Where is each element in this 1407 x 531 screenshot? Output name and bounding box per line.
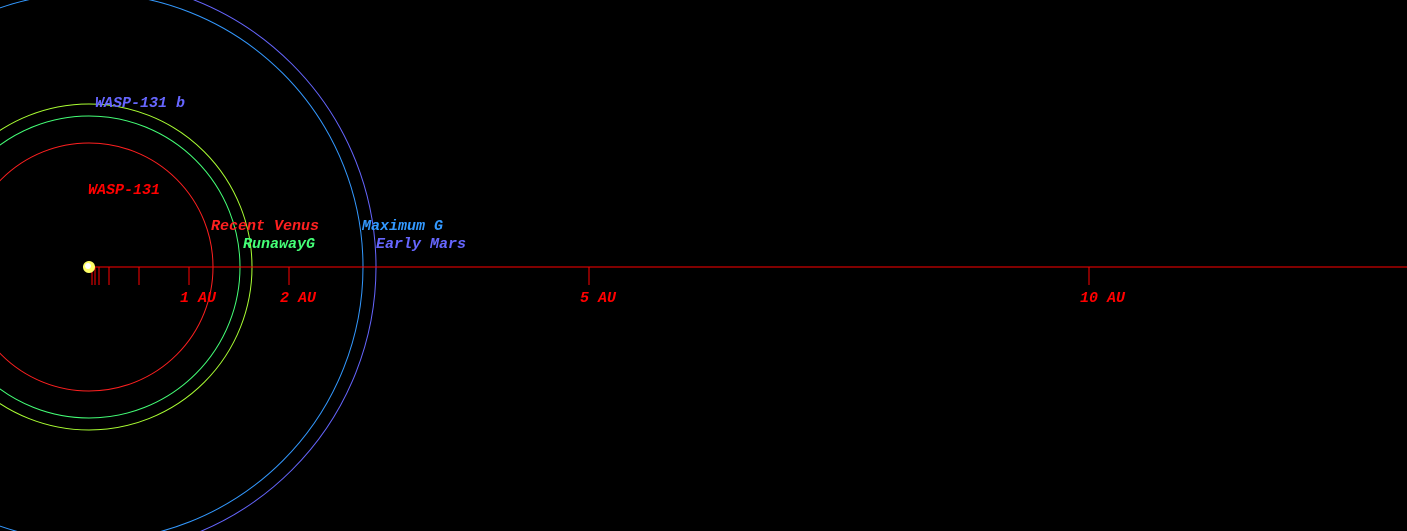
star-core — [85, 263, 91, 269]
rings — [0, 0, 377, 531]
tick-label: 2 AU — [280, 290, 317, 307]
zone-ring — [192, 0, 377, 531]
axis: 1 AU 2 AU 5 AU 10 AU — [89, 266, 1407, 307]
planet-label: WASP-131 b — [95, 95, 185, 112]
tick-label: 1 AU — [180, 290, 217, 307]
zone-label: Maximum G — [361, 218, 443, 235]
star-label: WASP-131 — [88, 182, 160, 199]
tick-label: 5 AU — [580, 290, 617, 307]
zone-label: Early Mars — [376, 236, 466, 253]
tick-label: 10 AU — [1080, 290, 1126, 307]
zone-label: RunawayG — [243, 236, 315, 253]
zone-label: Recent Venus — [211, 218, 319, 235]
